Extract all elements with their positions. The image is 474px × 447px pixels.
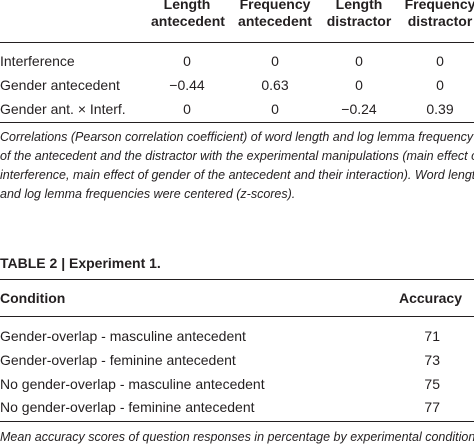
column-header-line: Length xyxy=(335,0,383,12)
table-cell: 73 xyxy=(424,352,440,368)
table-cell: 0 xyxy=(183,101,191,117)
row-label: Gender-overlap - masculine antecedent xyxy=(0,328,246,344)
table-cell: 0 xyxy=(271,101,279,117)
table-row: Interference 0 0 0 0 xyxy=(0,52,474,70)
column-header-line: Length xyxy=(163,0,211,12)
column-header-line: antecedent xyxy=(151,13,225,29)
table-cell: −0.44 xyxy=(169,77,205,93)
table-row: Gender-overlap - masculine antecedent 71 xyxy=(0,327,474,345)
table-cell: 0 xyxy=(436,53,444,69)
table-cell: 71 xyxy=(424,328,440,344)
table-cell: 0.63 xyxy=(261,77,289,93)
table-row: Gender-overlap - feminine antecedent 73 xyxy=(0,351,474,369)
table-row: Gender antecedent −0.44 0.63 0 0 xyxy=(0,76,474,94)
column-header-line: distractor xyxy=(407,13,473,29)
column-header-line: antecedent xyxy=(238,13,312,29)
column-header-length-distractor: Length distractor xyxy=(324,0,394,30)
header-rule xyxy=(0,316,474,317)
table-cell: −0.24 xyxy=(341,101,377,117)
table-row: No gender-overlap - masculine antecedent… xyxy=(0,375,474,393)
table-2-title: TABLE 2 | Experiment 1. xyxy=(0,255,161,271)
row-label: Interference xyxy=(0,53,75,69)
table-1-caption-line: and log lemma frequencies were centered … xyxy=(0,187,296,201)
table-cell: 0 xyxy=(355,77,363,93)
table-cell: 0 xyxy=(271,53,279,69)
bottom-rule xyxy=(0,122,474,123)
row-label: Gender antecedent xyxy=(0,77,120,93)
header-rule xyxy=(0,42,474,43)
table-1: Length antecedent Frequency antecedent L… xyxy=(0,0,474,201)
row-label: No gender-overlap - feminine antecedent xyxy=(0,399,255,415)
column-header-line: Frequency xyxy=(239,0,311,12)
column-header-frequency-antecedent: Frequency antecedent xyxy=(236,0,314,30)
table-row: No gender-overlap - feminine antecedent … xyxy=(0,398,474,416)
table-1-caption-line: of the antecedent and the distractor wit… xyxy=(0,149,474,163)
table-2-caption: Mean accuracy scores of question respons… xyxy=(0,430,474,444)
table-cell: 0 xyxy=(436,77,444,93)
column-header-line: distractor xyxy=(326,13,392,29)
table-cell: 75 xyxy=(424,376,440,392)
table-cell: 0.39 xyxy=(426,101,454,117)
column-header-line: Frequency xyxy=(404,0,474,12)
row-label: Gender-overlap - feminine antecedent xyxy=(0,352,236,368)
row-label: Gender ant. × Interf. xyxy=(0,101,126,117)
table-cell: 0 xyxy=(355,53,363,69)
title-rule xyxy=(0,279,474,280)
column-header-length-antecedent: Length antecedent xyxy=(151,0,225,30)
table-row: Gender ant. × Interf. 0 0 −0.24 0.39 xyxy=(0,100,474,118)
bottom-rule xyxy=(0,421,474,422)
column-header-frequency-distractor: Frequency distractor xyxy=(400,0,474,30)
table-1-caption-line: Correlations (Pearson correlation coeffi… xyxy=(0,130,474,144)
column-header-condition: Condition xyxy=(0,290,66,306)
row-label: No gender-overlap - masculine antecedent xyxy=(0,376,265,392)
table-1-caption-line: interference, main effect of gender of t… xyxy=(0,168,474,182)
column-header-accuracy: Accuracy xyxy=(398,290,462,306)
table-cell: 77 xyxy=(424,399,440,415)
table-cell: 0 xyxy=(183,53,191,69)
